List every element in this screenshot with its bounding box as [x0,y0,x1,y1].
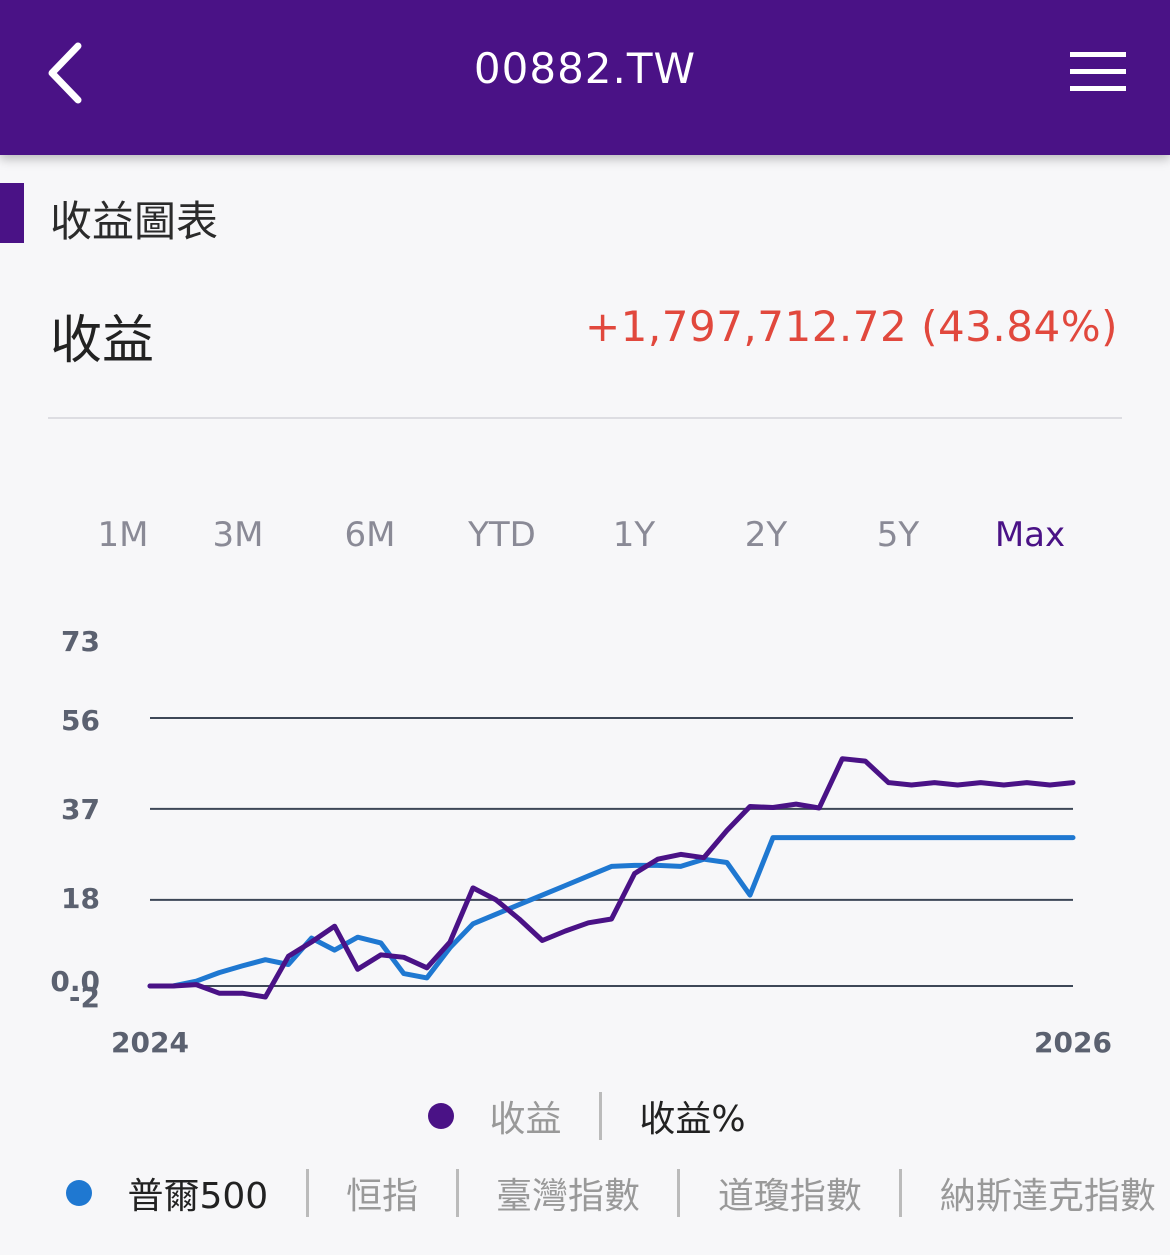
y-tick-label: 73 [61,625,100,658]
y-tick-label: 0.0 [50,965,100,998]
section-accent-bar [0,183,24,243]
tab-2y[interactable]: 2Y [744,515,788,555]
legend-separator [305,1169,309,1217]
divider [48,417,1122,419]
legend-item-nasdaq[interactable]: 納斯達克指數 [939,1176,1156,1217]
tab-1m[interactable]: 1M [97,515,149,555]
legend-dot-sp500 [66,1180,92,1206]
y-tick-label: 37 [61,793,100,826]
menu-button[interactable] [1066,48,1130,96]
series-line-sp500 [147,835,1076,989]
tab-ytd[interactable]: YTD [468,515,536,555]
legend-item-sp500[interactable]: 普爾500 [127,1176,269,1217]
range-tabs: 1M 3M 6M YTD 1Y 2Y 5Y Max [0,515,1170,565]
legend-item-dow[interactable]: 道瓊指數 [717,1176,862,1217]
legend-item-hsi[interactable]: 恒指 [346,1176,419,1217]
return-value: +1,797,712.72 (43.84%) [584,302,1118,351]
chevron-left-icon [48,42,82,104]
legend-separator [899,1169,903,1217]
legend-separator [677,1169,681,1217]
section-title: 收益圖表 [50,197,219,246]
legend-item-returns[interactable]: 收益 [489,1099,562,1140]
y-tick-label: -2 [69,981,100,1014]
back-button[interactable] [40,38,100,108]
y-tick-label: 56 [61,704,100,737]
hamburger-menu-icon [1070,52,1126,91]
page-title: 00882.TW [473,44,697,93]
legend-item-returns-percent[interactable]: 收益% [639,1099,746,1140]
tab-1y[interactable]: 1Y [612,515,656,555]
legend-dot-returns [428,1103,454,1129]
tab-5y[interactable]: 5Y [876,515,920,555]
tab-max[interactable]: Max [994,515,1066,555]
tab-3m[interactable]: 3M [212,515,264,555]
legend-separator [455,1169,459,1217]
legend-primary: 收益 收益% [428,1090,746,1142]
x-tick-label: 2024 [111,1026,189,1059]
tab-6m[interactable]: 6M [344,515,396,555]
app-header: 00882.TW [0,0,1170,155]
x-tick-label: 2026 [1034,1026,1112,1059]
return-label: 收益 [50,311,155,371]
legend-separator [598,1092,602,1140]
legend-benchmarks: 普爾500 恒指 臺灣指數 道瓊指數 納斯達克指數 [66,1167,1156,1219]
returns-line-chart: -20.0 18 37 56 73 2024 2026 [50,625,1112,1059]
series-line-returns [147,756,1076,1000]
legend-item-taiex[interactable]: 臺灣指數 [496,1176,641,1217]
y-tick-label: 18 [61,882,100,915]
